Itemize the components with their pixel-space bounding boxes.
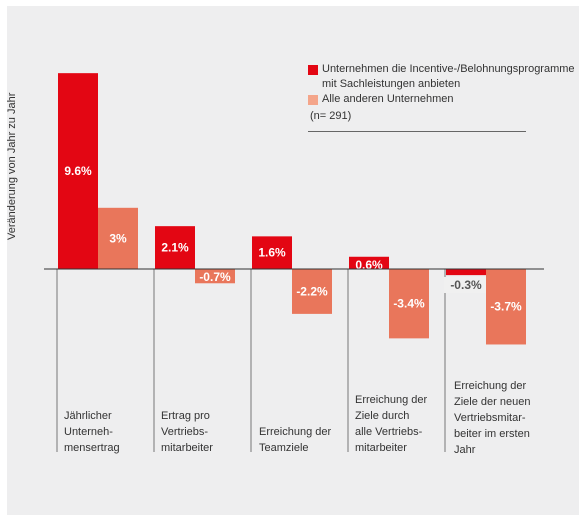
category-label-5: Erreichung der Ziele der neuen Vertriebs… <box>454 380 531 456</box>
bar-series-1-3 <box>252 236 292 269</box>
legend: Unternehmen die Incentive-/Belohnungspro… <box>300 62 580 132</box>
legend-item-series-2: Alle anderen Unternehmen <box>300 92 580 107</box>
bar-series-2-1 <box>98 207 138 269</box>
legend-divider <box>308 131 526 132</box>
value-label-bg-series-1-5 <box>444 277 488 293</box>
category-label-2: Ertrag pro Vertriebs- mitarbeiter <box>161 410 213 454</box>
bar-series-1-5 <box>446 269 486 276</box>
value-label-series-2-1: 3% <box>109 231 127 245</box>
legend-swatch-series-2 <box>308 95 318 105</box>
legend-swatch-series-1 <box>308 65 318 75</box>
value-label-series-2-3: -2.2% <box>296 284 328 298</box>
bar-series-2-4 <box>389 269 429 339</box>
bar-series-1-4 <box>349 256 389 269</box>
bar-series-2-5 <box>486 269 526 345</box>
value-label-series-2-2: -0.7% <box>199 270 231 284</box>
category-label-1: Jährlicher Unterneh- mensertrag <box>64 410 120 454</box>
bar-series-2-2 <box>195 269 235 284</box>
value-label-series-1-2: 2.1% <box>161 241 189 255</box>
bar-series-1-1 <box>58 73 98 269</box>
bar-series-1-2 <box>155 226 195 269</box>
legend-label-series-1: Unternehmen die Incentive-/Belohnungspro… <box>322 63 575 90</box>
value-label-series-2-5: -3.7% <box>490 300 522 314</box>
legend-sample-size: (n= 291) <box>310 110 352 122</box>
category-label-3: Erreichung der Teamziele <box>259 426 332 454</box>
value-label-series-1-5: -0.3% <box>450 278 482 292</box>
legend-item-series-1: Unternehmen die Incentive-/Belohnungspro… <box>300 62 580 92</box>
legend-label-series-2: Alle anderen Unternehmen <box>322 93 454 105</box>
value-label-series-2-4: -3.4% <box>393 297 425 311</box>
bar-series-2-3 <box>292 269 332 314</box>
y-axis-label: Veränderung von Jahr zu Jahr <box>6 92 18 240</box>
value-label-series-1-3: 1.6% <box>258 246 286 260</box>
value-label-series-1-1: 9.6% <box>64 164 92 178</box>
value-label-series-1-4: 0.6% <box>355 258 383 272</box>
category-label-4: Erreichung der Ziele durch alle Vertrieb… <box>355 394 428 454</box>
